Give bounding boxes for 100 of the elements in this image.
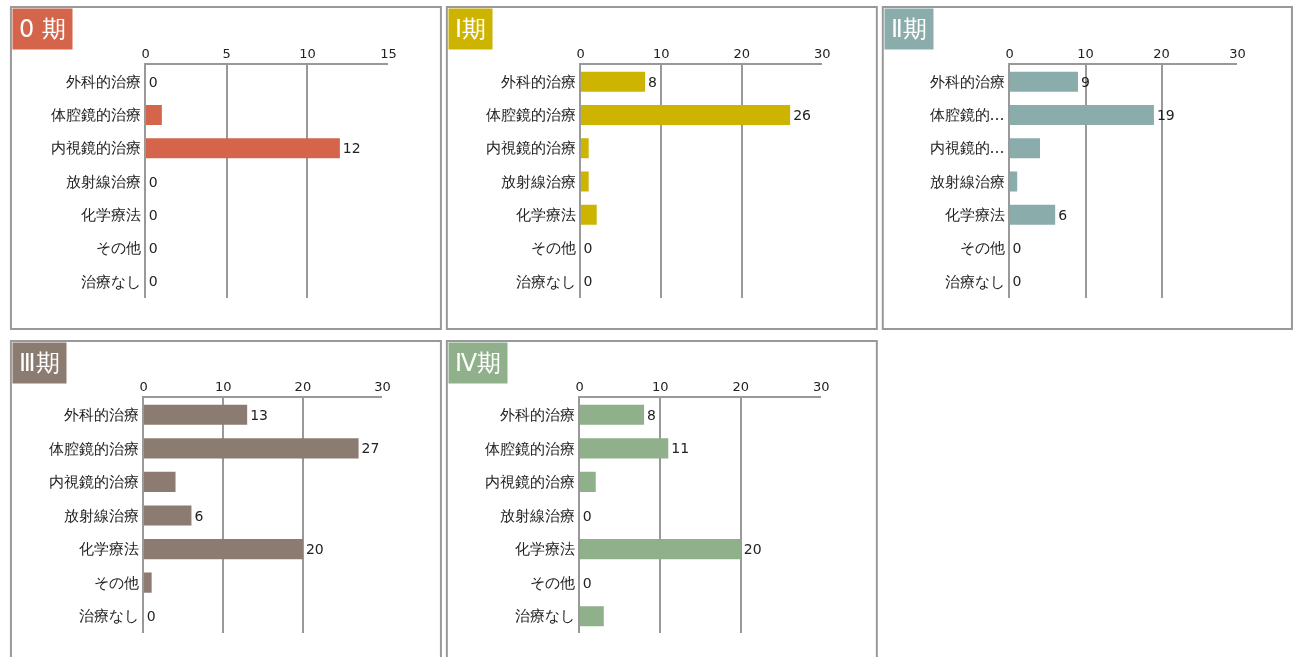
bar: [143, 438, 359, 459]
y-tick-label: その他: [959, 239, 1005, 258]
bar: [579, 471, 596, 492]
y-tick-label: 体腔鏡的治療: [485, 106, 576, 125]
x-tick-label: 15: [380, 45, 397, 61]
y-tick-label: 外科的治療: [499, 406, 575, 425]
data-label: 6: [1058, 206, 1068, 223]
y-tick-label: 化学療法: [80, 206, 141, 225]
y-tick-label: 放射線治療: [929, 172, 1005, 191]
data-label: 0: [1012, 273, 1022, 290]
x-tick-label: 30: [814, 45, 831, 61]
data-label: 0: [146, 608, 156, 625]
data-label: 0: [583, 273, 593, 290]
x-tick-label: 20: [1153, 45, 1170, 61]
data-label: 0: [583, 240, 593, 257]
chart-title: 0 期: [19, 15, 66, 43]
y-tick-label: 化学療法: [514, 540, 575, 559]
data-label: 0: [582, 574, 592, 591]
data-label: 0: [148, 273, 158, 290]
y-tick-label: 治療なし: [944, 272, 1005, 291]
y-tick-label: 治療なし: [80, 272, 141, 291]
bar: [579, 539, 741, 560]
bar: [143, 471, 176, 492]
data-label: 26: [793, 106, 812, 123]
bar: [580, 204, 597, 225]
y-tick-label: その他: [530, 239, 576, 258]
x-tick-label: 30: [374, 378, 391, 394]
x-tick-label: 0: [139, 378, 148, 394]
y-tick-label: 外科的治療: [63, 406, 139, 425]
bar: [579, 404, 645, 425]
y-tick-label: 放射線治療: [63, 506, 139, 525]
bar: [579, 438, 669, 459]
data-label: 0: [1012, 240, 1022, 257]
data-label: 20: [305, 541, 324, 558]
data-label: 11: [671, 440, 690, 457]
bar: [143, 505, 192, 526]
x-tick-label: 20: [294, 378, 312, 394]
chart-title: Ⅰ期: [455, 15, 487, 43]
y-tick-label: 内視鏡的治療: [485, 139, 576, 158]
y-tick-label: 体腔鏡的治療: [484, 439, 575, 458]
y-tick-label: 内視鏡的…: [929, 139, 1005, 158]
y-tick-label: その他: [529, 573, 575, 592]
x-tick-label: 20: [733, 45, 751, 61]
data-label: 6: [194, 507, 204, 524]
data-label: 0: [148, 73, 158, 90]
y-tick-label: 体腔鏡的…: [929, 106, 1005, 125]
x-tick-label: 0: [141, 45, 150, 61]
x-tick-label: 0: [575, 378, 584, 394]
bar: [579, 606, 604, 627]
data-label: 0: [148, 240, 158, 257]
data-label: 0: [148, 206, 158, 223]
y-tick-label: 放射線治療: [65, 172, 141, 191]
y-tick-label: 放射線治療: [499, 506, 575, 525]
x-tick-label: 10: [215, 378, 232, 394]
x-tick-label: 0: [576, 45, 585, 61]
x-tick-label: 10: [1077, 45, 1094, 61]
x-tick-label: 10: [651, 378, 669, 394]
bar: [580, 71, 646, 92]
x-tick-label: 20: [732, 378, 750, 394]
data-label: 13: [250, 406, 268, 423]
data-label: 12: [342, 140, 361, 157]
x-tick-label: 0: [1005, 45, 1014, 61]
y-tick-label: 外科的治療: [65, 72, 141, 91]
y-tick-label: 内視鏡的治療: [48, 473, 139, 492]
bar: [143, 404, 248, 425]
y-tick-label: その他: [95, 239, 141, 258]
y-tick-label: 化学療法: [515, 206, 576, 225]
x-tick-label: 10: [299, 45, 316, 61]
y-tick-label: その他: [93, 573, 139, 592]
chart-title: Ⅳ期: [455, 349, 502, 377]
data-label: 8: [647, 406, 656, 423]
bar: [1009, 138, 1040, 159]
bar: [580, 104, 791, 125]
bar: [1009, 204, 1056, 225]
data-label: 0: [582, 507, 592, 524]
bar: [1009, 71, 1078, 92]
data-label: 9: [1080, 73, 1090, 90]
y-tick-label: 体腔鏡的治療: [50, 106, 141, 125]
x-tick-label: 5: [222, 45, 231, 61]
bar: [143, 539, 303, 560]
bar: [143, 572, 152, 593]
bar: [1009, 104, 1154, 125]
chart-title: Ⅱ期: [891, 15, 927, 43]
chart-title: Ⅲ期: [19, 349, 60, 377]
y-tick-label: 外科的治療: [500, 72, 576, 91]
x-tick-label: 30: [1229, 45, 1246, 61]
data-label: 8: [648, 73, 657, 90]
bar: [580, 138, 589, 159]
y-tick-label: 化学療法: [78, 540, 139, 559]
y-tick-label: 治療なし: [78, 607, 139, 626]
y-tick-label: 外科的治療: [929, 72, 1005, 91]
data-label: 20: [743, 541, 762, 558]
x-tick-label: 30: [813, 378, 830, 394]
data-label: 0: [148, 173, 158, 190]
y-tick-label: 化学療法: [944, 206, 1005, 225]
y-tick-label: 放射線治療: [500, 172, 576, 191]
y-tick-label: 体腔鏡的治療: [48, 439, 139, 458]
y-tick-label: 内視鏡的治療: [484, 473, 575, 492]
y-tick-label: 治療なし: [515, 272, 576, 291]
x-tick-label: 10: [652, 45, 670, 61]
